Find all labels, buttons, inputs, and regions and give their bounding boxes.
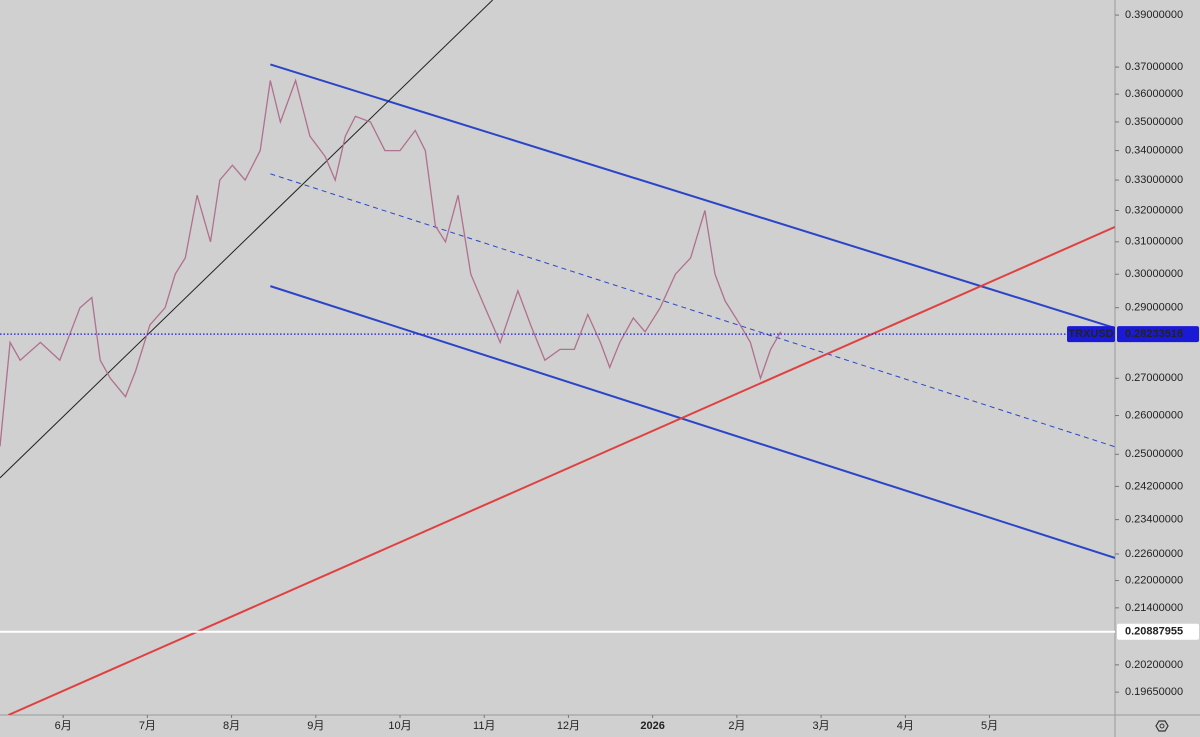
price-label: 0.28233516 (1125, 328, 1183, 340)
price-label-box (1117, 623, 1199, 640)
x-tick-label: 12月 (557, 720, 580, 732)
y-tick-label: 0.23400000 (1125, 514, 1183, 526)
y-tick-label: 0.25000000 (1125, 448, 1183, 460)
x-tick-label: 10月 (388, 720, 411, 732)
x-tick-label: 2026 (640, 720, 664, 732)
y-tick-label: 0.21400000 (1125, 602, 1183, 614)
y-tick-label: 0.36000000 (1125, 88, 1183, 100)
plot-area (0, 0, 1115, 715)
x-tick-label: 3月 (813, 720, 830, 732)
y-tick-label: 0.19650000 (1125, 686, 1183, 698)
y-tick-label: 0.31000000 (1125, 236, 1183, 248)
y-tick-label: 0.30000000 (1125, 268, 1183, 280)
x-tick-label: 2月 (728, 720, 745, 732)
x-tick-label: 7月 (139, 720, 156, 732)
y-tick-label: 0.29000000 (1125, 302, 1183, 314)
trend-line (270, 285, 1115, 559)
price-label-box (1117, 326, 1199, 343)
y-tick-label: 0.20200000 (1125, 659, 1183, 671)
y-tick-label: 0.37000000 (1125, 61, 1183, 73)
settings-icon-shape[interactable] (1155, 720, 1169, 732)
y-tick-label: 0.22000000 (1125, 574, 1183, 586)
price-line (0, 78, 782, 447)
price-label: 0.20887955 (1125, 626, 1183, 638)
trend-line (270, 63, 1115, 329)
x-tick-label: 6月 (55, 720, 72, 732)
y-tick-label: 0.27000000 (1125, 372, 1183, 384)
settings-icon-dot[interactable] (1159, 723, 1165, 729)
y-tick-label: 0.22600000 (1125, 548, 1183, 560)
y-tick-label: 0.34000000 (1125, 144, 1183, 156)
y-tick-label: 0.24200000 (1125, 480, 1183, 492)
y-tick-label: 0.35000000 (1125, 116, 1183, 128)
x-tick-label: 5月 (981, 720, 998, 732)
y-tick-label: 0.32000000 (1125, 204, 1183, 216)
x-tick-label: 8月 (223, 720, 240, 732)
x-tick-label: 11月 (473, 720, 495, 732)
x-tick-label: 4月 (897, 720, 914, 732)
settings-icon[interactable] (1155, 720, 1169, 732)
x-tick-label: 9月 (307, 720, 324, 732)
trend-line (0, 0, 494, 479)
y-tick-label: 0.33000000 (1125, 174, 1183, 186)
symbol-label: TRXUSD (1068, 328, 1113, 340)
trend-line (270, 173, 1115, 448)
y-tick-label: 0.39000000 (1125, 9, 1183, 21)
y-tick-label: 0.26000000 (1125, 409, 1183, 421)
symbol-label-box (1067, 326, 1115, 343)
trend-line (8, 226, 1115, 715)
